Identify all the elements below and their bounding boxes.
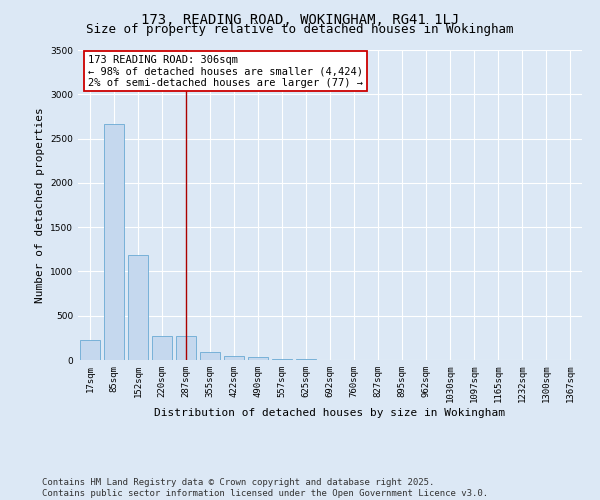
Bar bbox=[200, 352, 220, 360]
Bar bbox=[176, 336, 196, 360]
Bar bbox=[224, 356, 244, 360]
Bar bbox=[248, 358, 268, 360]
Text: Size of property relative to detached houses in Wokingham: Size of property relative to detached ho… bbox=[86, 22, 514, 36]
Text: Contains HM Land Registry data © Crown copyright and database right 2025.
Contai: Contains HM Land Registry data © Crown c… bbox=[42, 478, 488, 498]
Bar bbox=[272, 358, 292, 360]
Text: 173 READING ROAD: 306sqm
← 98% of detached houses are smaller (4,424)
2% of semi: 173 READING ROAD: 306sqm ← 98% of detach… bbox=[88, 54, 363, 88]
Bar bbox=[104, 124, 124, 360]
Y-axis label: Number of detached properties: Number of detached properties bbox=[35, 107, 44, 303]
Bar bbox=[152, 336, 172, 360]
Bar bbox=[80, 340, 100, 360]
X-axis label: Distribution of detached houses by size in Wokingham: Distribution of detached houses by size … bbox=[155, 408, 505, 418]
Text: 173, READING ROAD, WOKINGHAM, RG41 1LJ: 173, READING ROAD, WOKINGHAM, RG41 1LJ bbox=[141, 12, 459, 26]
Bar bbox=[128, 254, 148, 360]
